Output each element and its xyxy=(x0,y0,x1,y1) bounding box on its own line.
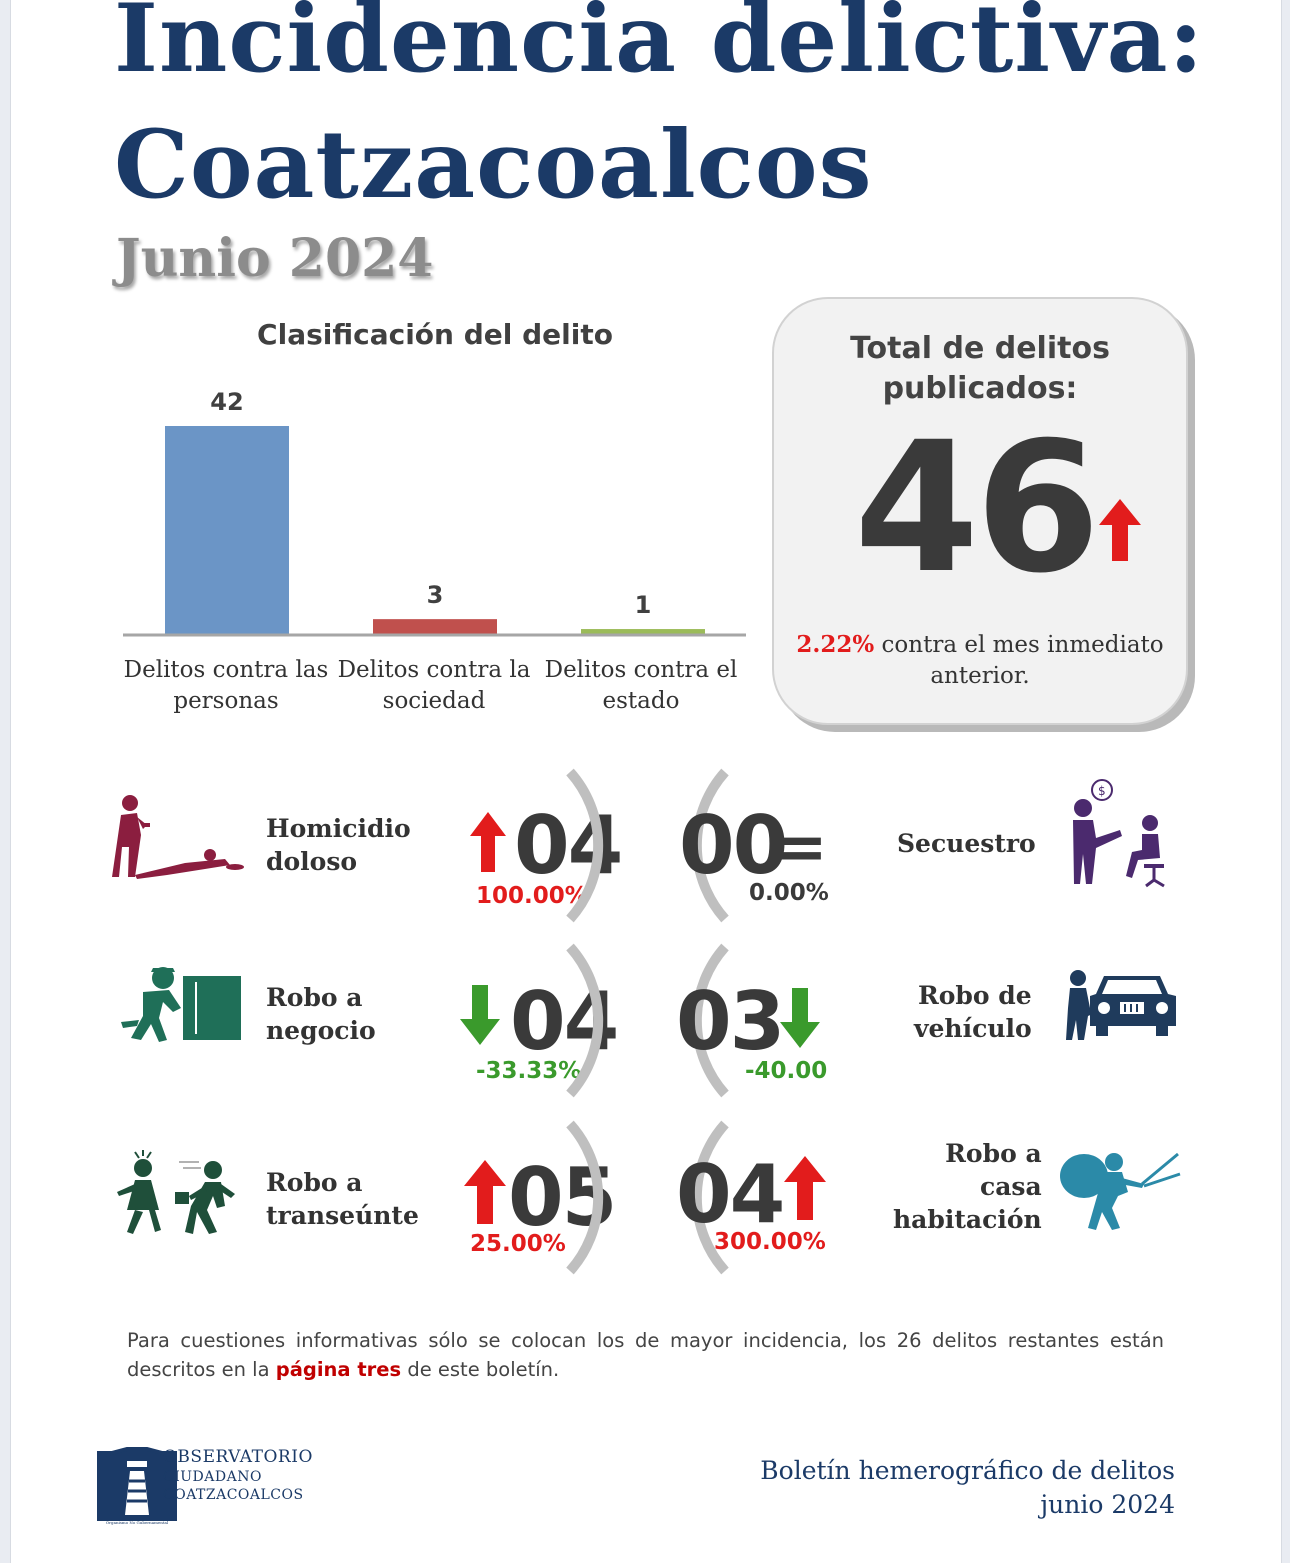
up-arrow-icon xyxy=(1099,499,1141,561)
category-label-estado: Delitos contra el estado xyxy=(544,657,738,714)
chart-title: Clasificación del delito xyxy=(257,318,613,351)
bar-2 xyxy=(373,619,497,634)
separator-arc xyxy=(566,943,604,1098)
crime-label-casa: Robo a casa habitación xyxy=(893,1139,1042,1234)
kidnapping-icon: $ xyxy=(1073,779,1165,888)
separator-arc xyxy=(691,943,729,1098)
crime-classification-chart: 42 3 1 xyxy=(123,388,746,637)
secuestro-pct: 0.00% xyxy=(749,880,829,906)
bar-value-label-2: 3 xyxy=(427,581,444,609)
homicidio-pct: 100.00% xyxy=(476,883,588,909)
separator-arc xyxy=(566,1120,604,1275)
bar-1 xyxy=(165,426,289,634)
secuestro-value: 00 xyxy=(679,799,788,892)
vehicle-theft-icon xyxy=(1066,970,1176,1040)
observatorio-logo: Organismo No Gubernamental xyxy=(97,1447,177,1525)
crime-label-negocio: Robo a negocio xyxy=(266,983,376,1045)
separator-arc xyxy=(691,768,729,923)
vehiculo-pct: -40.00 xyxy=(745,1058,828,1084)
down-arrow-icon xyxy=(460,985,500,1045)
page-title-line-1: Incidencia delictiva: xyxy=(114,0,1205,94)
bar-value-label-3: 1 xyxy=(635,591,652,619)
pedestrian-robbery-icon xyxy=(117,1150,235,1234)
up-arrow-icon xyxy=(784,1156,826,1220)
total-crimes-title: Total de delitos publicados: xyxy=(850,331,1110,406)
svg-text:$: $ xyxy=(1098,784,1106,798)
up-arrow-icon xyxy=(470,812,506,872)
total-change-pct: 2.22% xyxy=(796,631,875,658)
casa-pct: 300.00% xyxy=(714,1229,826,1255)
bulletin-footer: Boletín hemerográfico de delitos junio 2… xyxy=(760,1456,1175,1519)
bar-value-label-1: 42 xyxy=(210,388,243,416)
homicide-icon xyxy=(112,795,244,879)
separator-arc xyxy=(691,1120,729,1275)
bulletin-page xyxy=(10,0,1282,1563)
page-subtitle: Junio 2024 xyxy=(116,228,434,289)
equal-sign: = xyxy=(774,811,828,885)
down-arrow-icon xyxy=(780,988,820,1048)
up-arrow-icon xyxy=(464,1160,506,1224)
separator-arc xyxy=(566,768,604,923)
category-label-sociedad: Delitos contra la sociedad xyxy=(337,657,531,714)
category-label-personas: Delitos contra las personas xyxy=(123,657,329,714)
crime-label-homicidio: Homicidio doloso xyxy=(266,814,411,876)
house-burglary-icon xyxy=(1060,1152,1181,1230)
transeunte-pct: 25.00% xyxy=(470,1231,566,1257)
footnote: Para cuestiones informativas sólo se col… xyxy=(127,1329,1164,1381)
page-title-line-2: Coatzacoalcos xyxy=(114,110,873,220)
crime-label-secuestro: Secuestro xyxy=(897,829,1036,858)
vehiculo-value: 03 xyxy=(676,975,785,1068)
crime-label-transeunte: Robo a transeúnte xyxy=(266,1168,419,1230)
total-crimes-change: 2.22% contra el mes inmediato anterior. xyxy=(774,629,1186,692)
total-change-text: contra el mes inmediato anterior. xyxy=(881,632,1164,689)
casa-value: 04 xyxy=(676,1148,785,1241)
total-crimes-value: 46 xyxy=(854,404,1100,613)
total-crimes-card: Total de delitos publicados: 46 2.22% co… xyxy=(772,297,1188,725)
business-robbery-icon xyxy=(121,967,241,1042)
observatorio-name: OBSERVATORIO CIUDADANO COATZACOALCOS xyxy=(163,1447,313,1503)
homicidio-value: 04 xyxy=(514,799,623,892)
crime-label-vehiculo: Robo de vehículo xyxy=(914,981,1032,1043)
bar-3 xyxy=(581,629,705,634)
svg-text:Organismo No Gubernamental: Organismo No Gubernamental xyxy=(106,1520,169,1525)
negocio-pct: -33.33% xyxy=(476,1058,582,1084)
footnote-page-link: página tres xyxy=(275,1358,402,1381)
